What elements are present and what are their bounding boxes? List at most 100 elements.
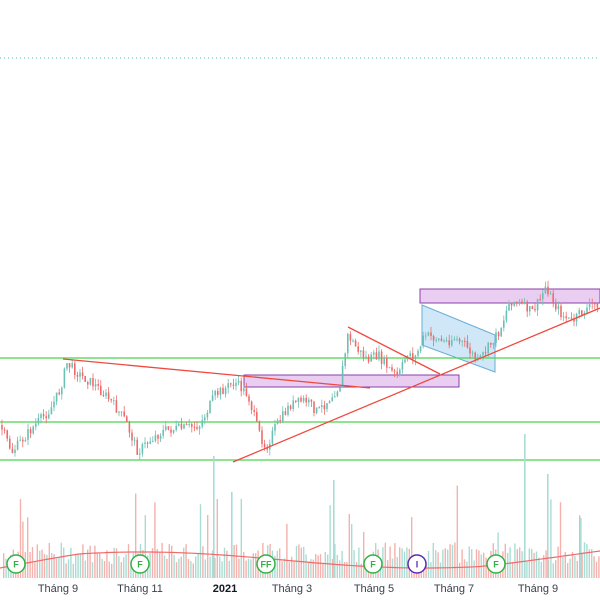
candle-body: [61, 387, 63, 395]
candle-body: [321, 405, 323, 407]
volume-bar: [348, 514, 350, 578]
volume-bar: [336, 554, 338, 578]
volume-bar: [576, 560, 578, 578]
volume-bar: [221, 561, 223, 578]
volume-bar: [175, 562, 178, 578]
volume-bar: [51, 553, 53, 578]
volume-bar: [384, 542, 386, 578]
volume-bar: [226, 550, 228, 578]
volume-bar: [72, 563, 74, 578]
x-tick-label: Tháng 5: [354, 583, 394, 595]
candle-body: [196, 427, 198, 429]
volume-bar: [468, 546, 470, 578]
candle-body: [81, 372, 84, 376]
volume-bar: [538, 557, 540, 578]
volume-bar: [449, 544, 451, 578]
candle-body: [378, 351, 380, 360]
candle-body: [209, 400, 211, 413]
volume-bar: [178, 558, 180, 578]
candle-body: [427, 332, 430, 336]
candle-body: [282, 411, 284, 422]
volume-bar: [317, 555, 319, 578]
candle-body: [227, 383, 229, 388]
volume-bar: [526, 560, 528, 578]
volume-bar: [166, 558, 168, 578]
volume-bar: [163, 555, 166, 578]
candle-body: [40, 414, 42, 418]
candle-body: [48, 414, 50, 419]
volume-bar: [353, 550, 355, 578]
volume-bar: [327, 554, 329, 578]
candle-body: [513, 302, 515, 306]
volume-bar: [223, 547, 226, 578]
candle-body: [154, 435, 157, 441]
candle-body: [453, 339, 456, 341]
volume-bar: [250, 559, 252, 578]
volume-bar: [401, 548, 403, 578]
volume-bar: [288, 562, 290, 578]
event-marker-label: F: [137, 560, 143, 570]
volume-bar: [70, 547, 72, 578]
candle-body: [201, 420, 203, 427]
volume-bar: [305, 554, 307, 578]
trend-line-down: [62, 358, 371, 389]
candle-body: [97, 384, 99, 386]
channel-box: [421, 304, 496, 373]
volume-bar: [588, 549, 590, 578]
candle-body: [243, 388, 245, 392]
candle-body: [336, 391, 339, 397]
volume-bar: [442, 549, 444, 578]
volume-bar: [120, 562, 122, 578]
volume-bar: [91, 562, 94, 578]
volume-bar: [334, 544, 336, 578]
volume-bar: [5, 558, 7, 578]
volume-bar: [118, 556, 120, 578]
candle-body: [588, 302, 591, 308]
candle-body: [115, 400, 118, 413]
x-tick-label: 2021: [213, 583, 237, 595]
volume-bar: [29, 552, 31, 578]
candle-body: [516, 302, 518, 304]
candle-body: [505, 310, 508, 321]
volume-bar: [466, 561, 468, 578]
volume-bar: [557, 546, 559, 578]
candle-body: [188, 424, 190, 425]
candle-body: [328, 401, 331, 404]
candle-body: [318, 407, 320, 409]
volume-bar: [127, 544, 130, 578]
volume-bar: [197, 553, 199, 578]
candle-body: [123, 411, 125, 417]
volume-bar: [533, 552, 535, 578]
volume-bar: [214, 557, 216, 578]
volume-bar: [130, 561, 132, 578]
candle-body: [217, 391, 219, 395]
candle-body: [557, 305, 560, 310]
candle-body: [477, 357, 479, 360]
candle-body: [126, 416, 128, 423]
volume-bar: [331, 559, 334, 578]
volume-bar: [524, 434, 526, 578]
candle-body: [300, 397, 302, 402]
trend-line-up: [232, 307, 600, 463]
volume-bar: [233, 545, 235, 578]
candle-body: [534, 308, 536, 311]
volume-bar: [180, 556, 182, 578]
volume-bar: [291, 556, 293, 578]
candle-body: [367, 356, 370, 362]
candle-body: [536, 299, 539, 311]
volume-bar: [235, 544, 238, 578]
volume-bar: [580, 518, 582, 578]
candle-body: [526, 301, 528, 312]
volume-bar: [103, 561, 106, 578]
candle-body: [308, 399, 310, 403]
volume-bar: [403, 551, 406, 578]
candle-body: [503, 320, 505, 328]
volume-bar: [187, 559, 190, 578]
volume-bar: [247, 558, 250, 578]
volume-bar: [77, 554, 79, 578]
candle-body: [66, 363, 68, 369]
candle-body: [240, 380, 242, 392]
candle-body: [393, 370, 396, 372]
